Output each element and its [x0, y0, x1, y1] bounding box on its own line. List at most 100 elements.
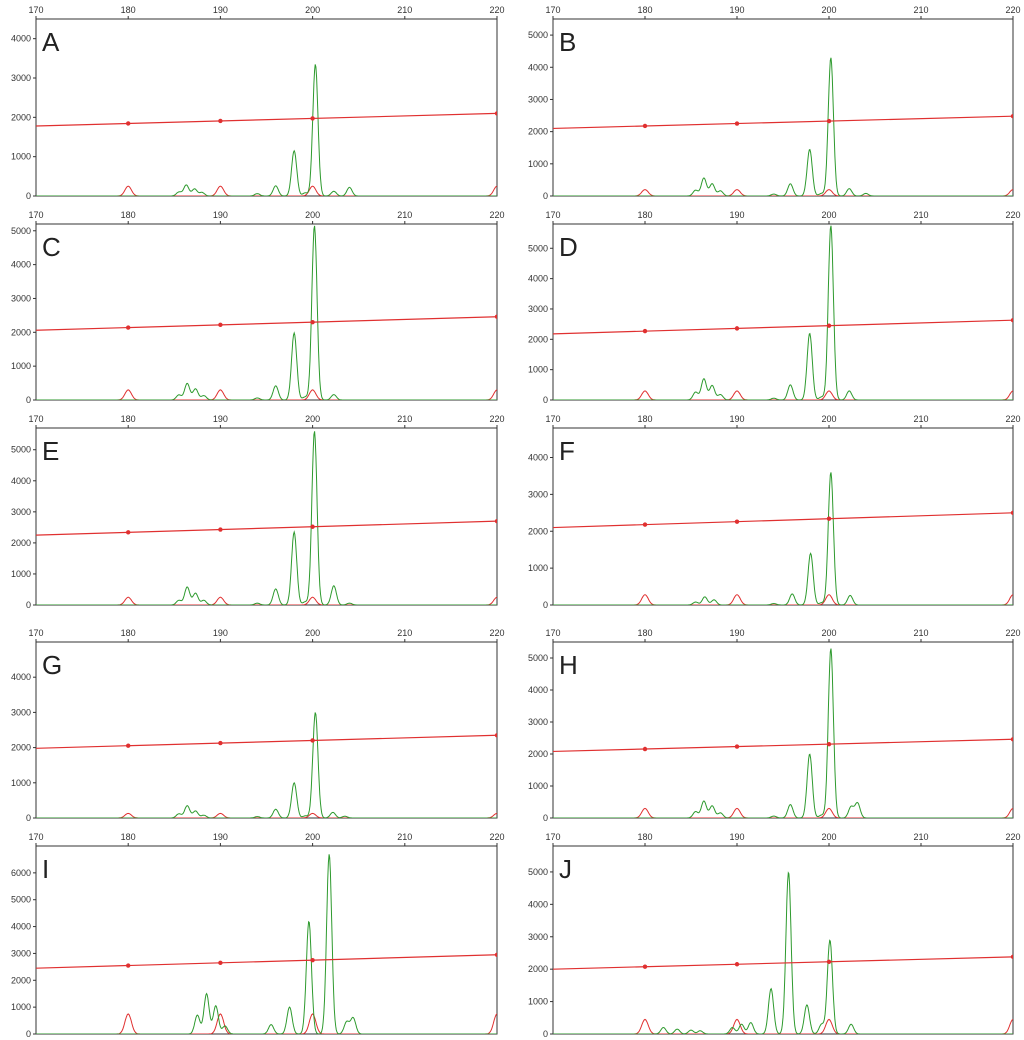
plot-frame	[552, 845, 1014, 1035]
y-tick-label: 1000	[11, 778, 31, 788]
size-standard-trace	[553, 594, 1013, 605]
y-tick-label: 4000	[528, 453, 548, 463]
y-tick-label: 5000	[11, 895, 31, 905]
y-tick-label: 3000	[11, 948, 31, 958]
x-tick-label: 190	[213, 414, 228, 424]
y-tick-label: 4000	[528, 899, 548, 909]
sample-trace	[36, 712, 497, 818]
x-tick-label: 170	[28, 414, 43, 424]
x-tick-label: 220	[489, 210, 504, 220]
x-tick-label: 180	[637, 414, 652, 424]
sizing-curve-line	[36, 520, 497, 536]
sizing-curve-point	[1010, 113, 1013, 119]
y-tick-label: 5000	[528, 867, 548, 877]
x-tick-label: 190	[729, 832, 744, 842]
y-tick-label: 3000	[11, 507, 31, 517]
x-tick-label: 190	[213, 210, 228, 220]
y-tick-label: 0	[26, 1029, 31, 1039]
sizing-curve-point	[826, 118, 832, 124]
x-tick-label: 200	[821, 210, 836, 220]
x-tick-label: 210	[397, 210, 412, 220]
y-tick-label: 0	[543, 395, 548, 405]
x-tick-label: 170	[28, 210, 43, 220]
plot-area	[553, 871, 1013, 1034]
sizing-curve-point	[642, 964, 648, 969]
sizing-curve-line	[36, 112, 497, 127]
x-tick-label: 220	[489, 5, 504, 15]
sizing-curve-point	[826, 959, 832, 964]
y-tick-label: 1000	[11, 569, 31, 579]
sizing-curve-point	[310, 957, 315, 963]
panel-letter: J	[559, 854, 572, 884]
x-tick-label: 170	[28, 5, 43, 15]
y-tick-label: 2000	[11, 538, 31, 548]
x-tick-label: 210	[397, 414, 412, 424]
x-tick-label: 220	[489, 628, 504, 638]
y-tick-label: 3000	[528, 717, 548, 727]
y-tick-label: 2000	[11, 112, 31, 122]
x-tick-label: 180	[637, 832, 652, 842]
y-tick-label: 3000	[11, 293, 31, 303]
sizing-curve-point	[1010, 737, 1013, 742]
y-tick-label: 1000	[11, 152, 31, 162]
size-standard-trace	[36, 1013, 497, 1034]
sizing-curve-point	[734, 962, 740, 967]
x-tick-label: 200	[821, 5, 836, 15]
sizing-curve-point	[734, 326, 740, 331]
plot-frame	[35, 641, 498, 819]
panel-f: 170 180 190 200 210 220 0 1000 2000 3000 4000 F	[528, 414, 1021, 610]
sizing-curve-point	[494, 111, 497, 116]
x-tick-label: 190	[729, 5, 744, 15]
y-tick-label: 5000	[528, 30, 548, 40]
sizing-curve-point	[126, 325, 131, 330]
x-tick-label: 210	[913, 832, 928, 842]
x-tick-label: 180	[637, 210, 652, 220]
plot-area	[36, 431, 497, 605]
y-tick-label: 1000	[528, 563, 548, 573]
x-tick-label: 190	[729, 628, 744, 638]
size-standard-trace	[553, 390, 1013, 400]
y-tick-label: 2000	[11, 327, 31, 337]
size-standard-trace	[36, 596, 497, 605]
sizing-curve-line	[36, 316, 497, 331]
sizing-curve-line	[553, 319, 1013, 335]
x-tick-label: 210	[913, 628, 928, 638]
y-tick-label: 1000	[528, 365, 548, 375]
y-tick-label: 0	[26, 191, 31, 201]
sizing-curve-line	[36, 734, 497, 749]
y-tick-label: 0	[26, 813, 31, 823]
y-tick-label: 4000	[528, 274, 548, 284]
x-tick-label: 180	[121, 414, 136, 424]
x-tick-label: 170	[545, 832, 560, 842]
x-tick-label: 210	[397, 832, 412, 842]
y-tick-label: 2000	[528, 749, 548, 759]
sample-trace	[36, 854, 497, 1034]
size-standard-trace	[36, 185, 497, 196]
y-tick-label: 5000	[11, 445, 31, 455]
x-tick-label: 190	[729, 210, 744, 220]
x-tick-label: 180	[121, 5, 136, 15]
sizing-curve-point	[218, 118, 223, 124]
sizing-curve-point	[218, 527, 223, 532]
plot-frame	[35, 223, 498, 401]
sample-trace	[36, 431, 497, 605]
sizing-curve-point	[310, 319, 315, 325]
plot-frame	[552, 427, 1014, 606]
panel-letter: F	[559, 436, 575, 466]
x-tick-label: 180	[637, 628, 652, 638]
sizing-curve-point	[734, 519, 740, 524]
sizing-curve-point	[642, 746, 648, 752]
panel-letter: I	[42, 854, 49, 884]
sample-trace	[553, 225, 1013, 400]
y-tick-label: 5000	[11, 226, 31, 236]
x-tick-label: 210	[397, 5, 412, 15]
sizing-curve-point	[642, 522, 648, 527]
plot-area	[36, 712, 497, 818]
sample-trace	[553, 57, 1013, 196]
sizing-curve-point	[494, 952, 497, 957]
x-tick-label: 190	[213, 832, 228, 842]
y-tick-label: 4000	[11, 476, 31, 486]
y-tick-label: 5000	[528, 243, 548, 253]
y-tick-label: 1000	[11, 1002, 31, 1012]
x-tick-label: 200	[305, 414, 320, 424]
